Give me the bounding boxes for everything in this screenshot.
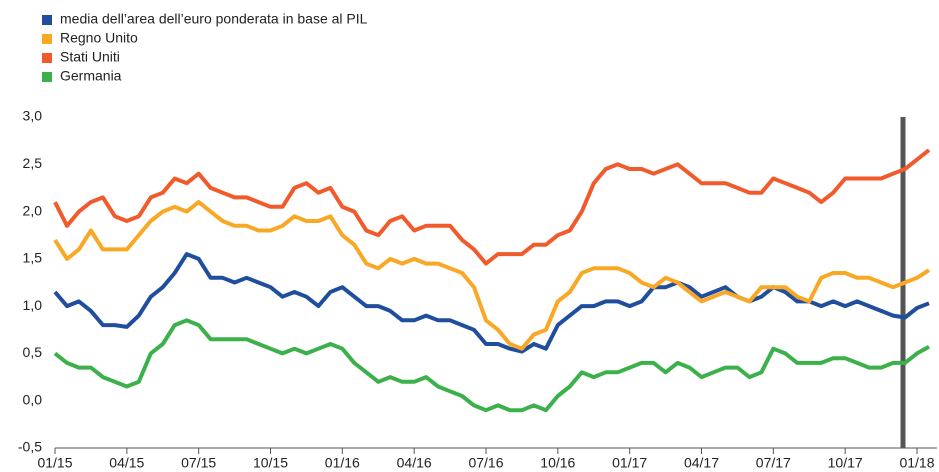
- x-tick-label: 07/15: [181, 455, 216, 471]
- legend-label: Regno Unito: [60, 30, 138, 46]
- series-line: [53, 318, 930, 413]
- legend-label: Germania: [60, 68, 122, 84]
- y-tick-label: -0,5: [18, 439, 42, 455]
- x-tick-label: 07/17: [756, 455, 791, 471]
- x-tick-label: 01/18: [899, 455, 934, 471]
- x-tick-label: 10/16: [540, 455, 575, 471]
- legend-label: Stati Uniti: [60, 49, 120, 65]
- legend-swatch: [42, 15, 52, 25]
- series-line: [53, 148, 931, 266]
- x-tick-label: 10/15: [253, 455, 288, 471]
- x-tick-label: 01/15: [37, 455, 72, 471]
- y-tick-label: 0,0: [23, 391, 43, 407]
- x-tick-label: 04/16: [397, 455, 432, 471]
- y-tick-label: 1,5: [23, 250, 43, 266]
- legend-swatch: [42, 53, 52, 63]
- y-tick-label: 1,0: [23, 297, 43, 313]
- y-tick-label: 3,0: [23, 108, 43, 124]
- x-tick-label: 01/17: [612, 455, 647, 471]
- y-tick-label: 0,5: [23, 344, 43, 360]
- legend-swatch: [42, 34, 52, 44]
- y-tick-label: 2,5: [23, 155, 43, 171]
- legend-label: media dell’area dell’euro ponderata in b…: [60, 11, 368, 27]
- x-tick-label: 10/17: [828, 455, 863, 471]
- x-tick-label: 04/15: [109, 455, 144, 471]
- series-line: [53, 200, 931, 351]
- legend-swatch: [42, 72, 52, 82]
- x-tick-label: 01/16: [325, 455, 360, 471]
- series-line: [53, 252, 930, 354]
- x-tick-label: 04/17: [684, 455, 719, 471]
- y-tick-label: 2,0: [23, 202, 43, 218]
- x-tick-label: 07/16: [468, 455, 503, 471]
